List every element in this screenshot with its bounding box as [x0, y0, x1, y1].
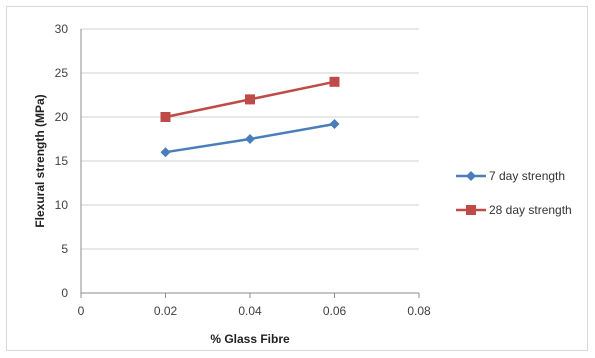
- legend-label: 7 day strength: [489, 169, 565, 183]
- y-tick-label: 5: [61, 242, 68, 256]
- legend-marker: [466, 205, 476, 215]
- data-point: [245, 134, 255, 144]
- legend-label: 28 day strength: [489, 203, 572, 217]
- legend-item: 28 day strength: [456, 203, 572, 217]
- x-tick-label: 0: [78, 304, 85, 318]
- y-tick-labels: 0 5 10 15 20 25 30: [55, 22, 69, 300]
- y-tick-label: 15: [55, 154, 69, 168]
- x-tick-label: 0.08: [407, 304, 431, 318]
- y-tick-label: 30: [55, 22, 69, 36]
- series-1: [160, 76, 340, 122]
- y-tick-label: 20: [55, 110, 69, 124]
- y-tick-label: 10: [55, 198, 69, 212]
- data-point: [160, 112, 171, 122]
- x-tick-label: 0.02: [154, 304, 178, 318]
- data-point: [329, 76, 340, 87]
- y-tick-label: 0: [61, 286, 68, 300]
- series-group: [160, 76, 340, 158]
- legend: 7 day strength 28 day strength: [456, 169, 572, 217]
- x-tick-label: 0.06: [323, 304, 347, 318]
- x-axis-label: % Glass Fibre: [210, 332, 290, 346]
- data-point: [160, 147, 171, 158]
- y-tick-label: 25: [55, 66, 69, 80]
- legend-item: 7 day strength: [456, 169, 565, 183]
- gridlines: [81, 28, 419, 250]
- series-0: [160, 119, 340, 158]
- axes: [80, 29, 420, 298]
- data-point: [245, 94, 255, 105]
- legend-marker: [466, 171, 476, 181]
- y-axis-label: Flexural strength (MPa): [33, 94, 47, 227]
- x-tick-label: 0.04: [238, 304, 262, 318]
- x-tick-labels: 0 0.02 0.04 0.06 0.08: [78, 304, 431, 318]
- data-point: [329, 119, 340, 130]
